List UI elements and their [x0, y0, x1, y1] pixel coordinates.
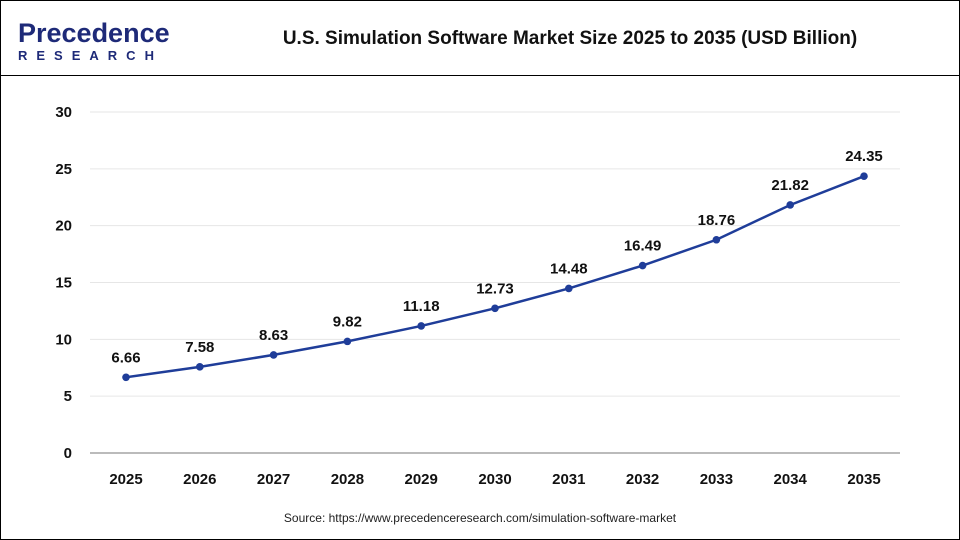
- chart-title: U.S. Simulation Software Market Size 202…: [282, 28, 858, 49]
- data-point: [417, 322, 426, 330]
- y-tick-label: 5: [64, 388, 72, 405]
- data-point: [860, 172, 868, 181]
- y-tick-label: 10: [55, 331, 72, 348]
- x-tick-label: 2025: [109, 471, 142, 488]
- data-point: [343, 337, 352, 346]
- data-label: 6.66: [111, 349, 140, 366]
- data-point: [122, 373, 130, 382]
- data-point: [491, 304, 499, 313]
- data-label: 12.73: [476, 280, 514, 297]
- data-label: 9.82: [333, 313, 362, 330]
- x-tick-label: 2029: [405, 471, 438, 488]
- x-tick-label: 2026: [183, 471, 216, 488]
- data-point: [638, 261, 647, 270]
- y-tick-label: 0: [64, 445, 72, 462]
- series-line: [125, 175, 865, 379]
- data-point: [565, 284, 573, 293]
- x-tick-label: 2028: [331, 471, 364, 488]
- data-label: 11.18: [403, 298, 440, 315]
- data-point: [786, 201, 794, 209]
- y-tick-label: 20: [55, 218, 72, 235]
- data-label: 16.49: [624, 238, 662, 255]
- data-label: 8.63: [259, 327, 288, 344]
- data-label: 21.82: [771, 177, 809, 194]
- y-tick-label: 30: [55, 104, 72, 121]
- x-tick-label: 2030: [478, 471, 511, 488]
- source-text: Source: https://www.precedenceresearch.c…: [283, 511, 677, 525]
- precedence-research-logo: Precedence RESEARCH: [18, 18, 170, 64]
- x-tick-label: 2035: [847, 471, 880, 488]
- x-tick-label: 2027: [257, 471, 290, 488]
- y-tick-label: 25: [55, 161, 72, 178]
- x-tick-label: 2032: [626, 471, 659, 488]
- x-tick-label: 2034: [774, 471, 808, 488]
- data-point: [269, 351, 278, 359]
- data-label: 24.35: [845, 148, 883, 165]
- logo-top: Precedence: [18, 18, 170, 48]
- data-point: [712, 235, 721, 244]
- data-label: 7.58: [185, 339, 214, 356]
- data-label: 18.76: [698, 212, 736, 229]
- y-tick-label: 15: [55, 275, 72, 292]
- logo-bottom: RESEARCH: [18, 48, 163, 63]
- data-point: [196, 363, 204, 371]
- x-tick-label: 2033: [700, 471, 733, 488]
- x-tick-label: 2031: [552, 471, 585, 488]
- data-label: 14.48: [550, 260, 588, 277]
- header: Precedence RESEARCH U.S. Simulation Soft…: [0, 0, 960, 76]
